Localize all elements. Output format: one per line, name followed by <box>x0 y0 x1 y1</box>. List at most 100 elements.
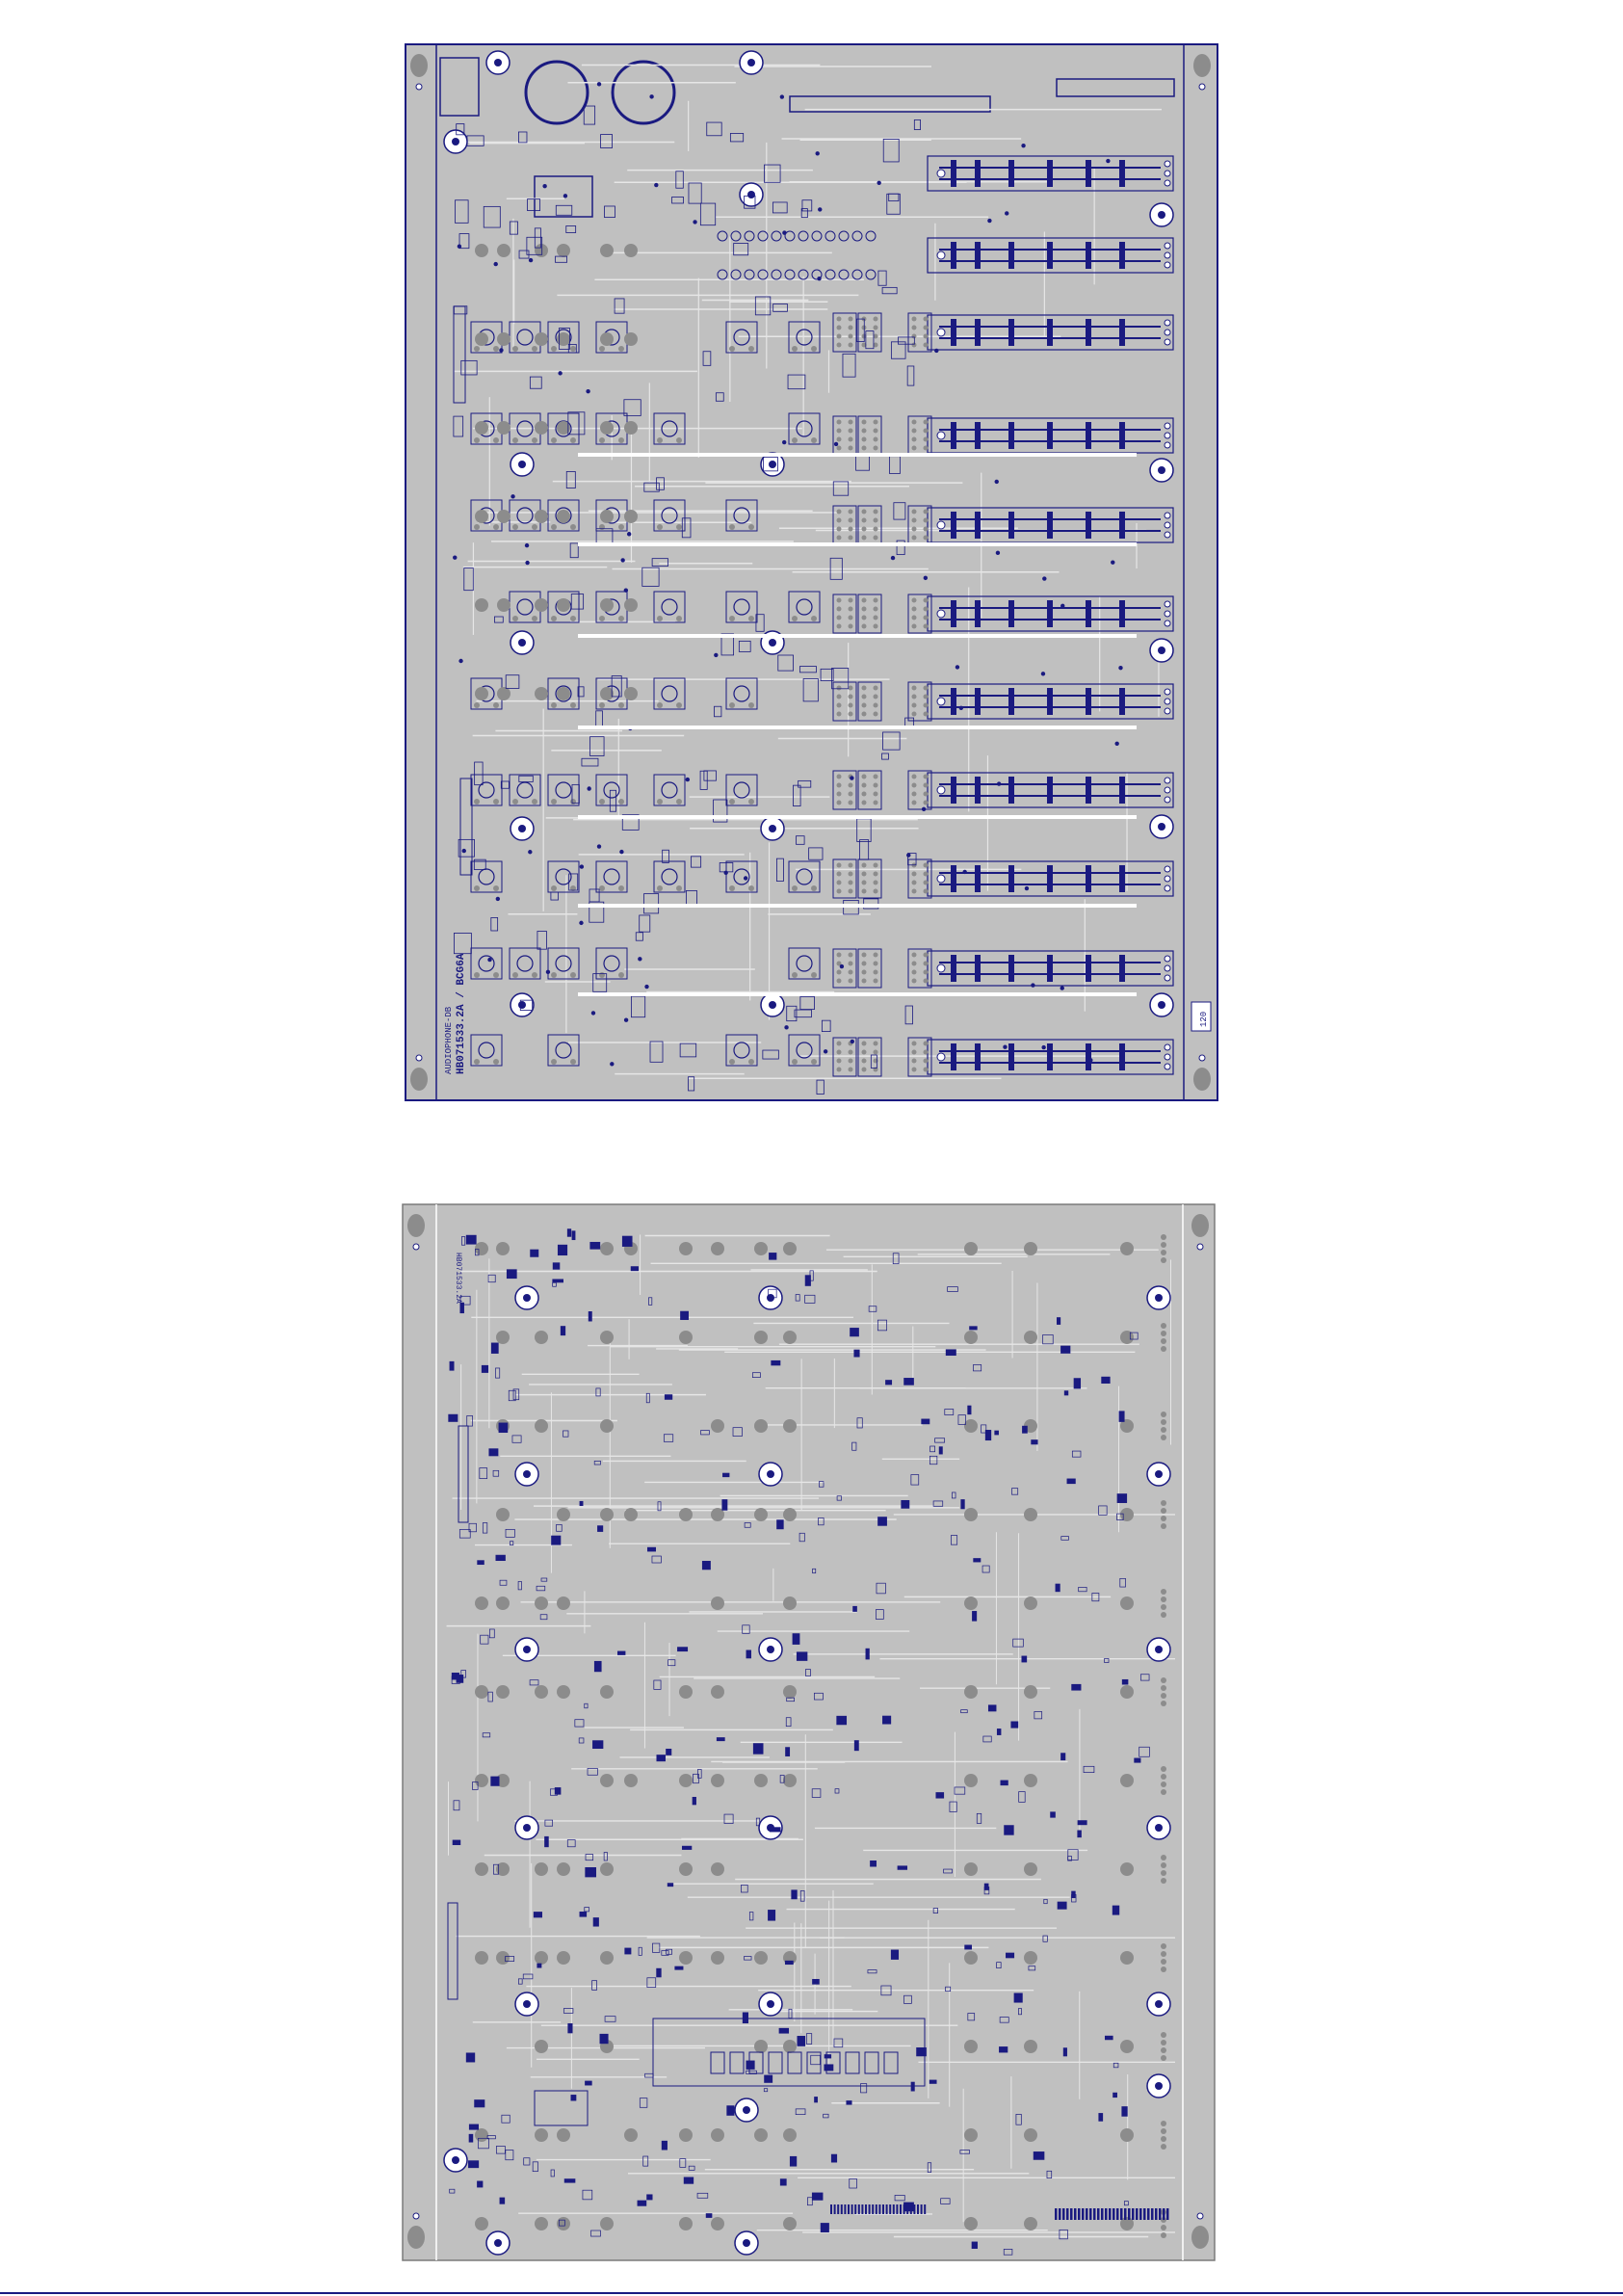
trimmer <box>470 1034 503 1067</box>
ic-package <box>857 1037 882 1077</box>
smd-part <box>842 353 856 378</box>
smd-part <box>519 999 534 1011</box>
pad-large <box>754 1951 768 1965</box>
pad <box>1164 875 1171 883</box>
pad <box>1161 1250 1166 1255</box>
bus-clip <box>951 955 956 982</box>
smd-part <box>551 1535 562 1545</box>
header-pin <box>1132 2208 1135 2220</box>
pin-header <box>459 778 473 876</box>
pad <box>911 623 917 629</box>
smd-part <box>692 1796 696 1806</box>
pad <box>861 862 867 868</box>
bus-clip <box>1086 160 1091 187</box>
smd-part <box>987 1704 997 1712</box>
smd-part <box>890 1949 900 1960</box>
smd-part <box>577 686 585 698</box>
smd-part <box>537 1963 542 1968</box>
pad <box>1164 441 1171 449</box>
pad <box>493 885 499 891</box>
pad <box>748 885 754 891</box>
via <box>461 848 466 854</box>
smd-part <box>532 2161 538 2173</box>
pad <box>599 799 605 805</box>
pad <box>861 791 867 797</box>
bus-clip <box>1008 1043 1014 1070</box>
pad <box>848 800 853 805</box>
smd-part <box>795 2108 806 2115</box>
pad <box>923 702 929 708</box>
bus-clip <box>1119 1043 1125 1070</box>
pad <box>923 1041 929 1046</box>
pad <box>836 1058 842 1064</box>
pad-large <box>679 1774 693 1787</box>
pad-large <box>557 332 570 346</box>
pad <box>923 419 929 425</box>
via <box>644 984 649 990</box>
pad-large <box>535 598 548 612</box>
via <box>542 183 547 189</box>
smd-part <box>1057 1901 1067 1910</box>
trimmer-dial <box>516 598 534 616</box>
smd-part <box>495 1554 506 1562</box>
pad <box>911 774 917 779</box>
smd-part <box>851 1441 857 1451</box>
via <box>743 876 748 881</box>
pad-large <box>475 687 488 700</box>
pad <box>923 526 929 532</box>
pad <box>836 333 842 339</box>
smd-part <box>967 1405 972 1415</box>
smd-part <box>777 654 794 672</box>
pad <box>1161 1951 1166 1957</box>
pad-large <box>1024 1597 1037 1610</box>
smd-part <box>768 1288 777 1299</box>
pad <box>923 615 929 620</box>
via <box>1111 560 1115 565</box>
pad <box>836 316 842 322</box>
smd-part <box>903 2202 914 2212</box>
smd-part <box>697 1769 702 1779</box>
smd-part <box>566 1839 576 1848</box>
smd-part <box>638 1946 642 1956</box>
trimmer-dial <box>516 507 534 524</box>
smd-part <box>1033 2151 1045 2160</box>
pad <box>936 431 946 440</box>
trimmer-dial <box>796 955 813 972</box>
trimmer <box>547 947 580 980</box>
smd-part <box>570 2095 577 2101</box>
smd-part <box>621 814 640 831</box>
pad <box>532 524 537 530</box>
pad <box>729 702 735 708</box>
pad <box>911 969 917 975</box>
bus-clip <box>1119 600 1125 627</box>
smd-part <box>1112 1905 1120 1915</box>
pad <box>729 616 735 621</box>
pad <box>811 1059 817 1065</box>
pad <box>474 437 480 443</box>
trimmer <box>653 499 686 532</box>
via <box>1041 1044 1046 1050</box>
pad-large <box>1120 1685 1134 1699</box>
smd-part <box>805 1669 811 1676</box>
smd-part <box>1123 2201 1129 2206</box>
smd-part <box>529 1679 539 1686</box>
edge-marker-label: 120 <box>1199 1012 1209 1027</box>
smd-part <box>611 675 622 698</box>
via <box>558 371 563 376</box>
bus-clip <box>975 160 981 187</box>
bus-clip <box>975 688 981 715</box>
header-pin <box>1078 2208 1081 2220</box>
via <box>620 558 625 563</box>
smd-part <box>929 2079 937 2084</box>
via <box>850 1039 855 1044</box>
via <box>579 920 584 926</box>
smd-part <box>1121 2106 1128 2117</box>
pad-large <box>535 421 548 435</box>
pad <box>836 694 842 699</box>
pad <box>861 702 867 708</box>
header-pin <box>924 2204 927 2214</box>
trimmer-dial <box>478 781 495 799</box>
pad <box>1161 2121 1166 2126</box>
smd-part <box>453 305 468 315</box>
led <box>717 230 728 242</box>
